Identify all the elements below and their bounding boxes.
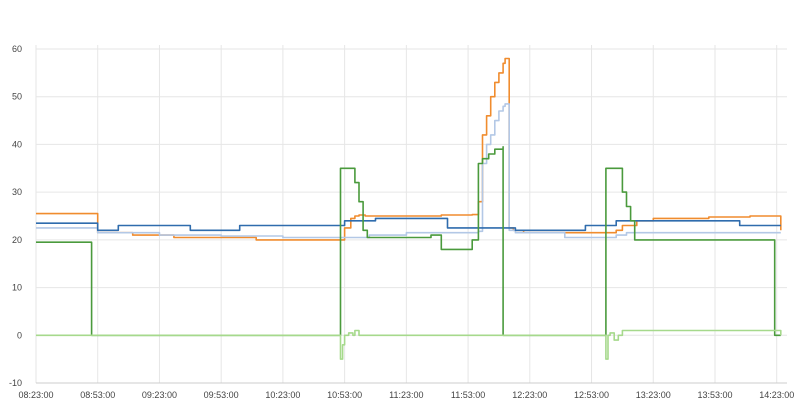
x-tick-label: 13:53:00 bbox=[697, 390, 732, 400]
series-line-5 bbox=[36, 329, 782, 360]
x-tick-label: 12:53:00 bbox=[574, 390, 609, 400]
x-tick-label: 08:23:00 bbox=[18, 390, 53, 400]
series-line-4 bbox=[36, 146, 781, 337]
series-line-2 bbox=[36, 103, 781, 239]
series-layer bbox=[36, 57, 782, 360]
x-tick-label: 10:23:00 bbox=[265, 390, 300, 400]
x-tick-label: 09:53:00 bbox=[204, 390, 239, 400]
y-tick-label: 60 bbox=[12, 44, 22, 54]
axis-layer: -10 0 10 20 30 40 50 60 08:23:00 08:53:00 09:23:00… bbox=[9, 44, 794, 400]
x-tick-label: 11:53:00 bbox=[451, 390, 485, 400]
y-tick-label: 20 bbox=[12, 235, 22, 245]
x-tick-label: 12:23:00 bbox=[512, 390, 547, 400]
x-tick-label: 08:53:00 bbox=[80, 390, 115, 400]
series-line-1 bbox=[36, 57, 782, 241]
y-tick-label: 40 bbox=[12, 139, 22, 149]
series-line-3 bbox=[36, 217, 781, 232]
x-tick-label: 10:53:00 bbox=[327, 390, 362, 400]
grid-layer bbox=[35, 45, 787, 384]
y-tick-label: 10 bbox=[12, 283, 22, 293]
x-tick-label: 11:23:00 bbox=[389, 390, 423, 400]
y-tick-label: -10 bbox=[9, 378, 22, 388]
y-tick-label: 50 bbox=[12, 92, 22, 102]
x-tick-label: 09:23:00 bbox=[142, 390, 177, 400]
y-tick-label: 0 bbox=[17, 330, 22, 340]
x-tick-label: 14:23:00 bbox=[759, 390, 794, 400]
y-tick-label: 30 bbox=[12, 187, 22, 197]
x-tick-label: 13:23:00 bbox=[636, 390, 671, 400]
